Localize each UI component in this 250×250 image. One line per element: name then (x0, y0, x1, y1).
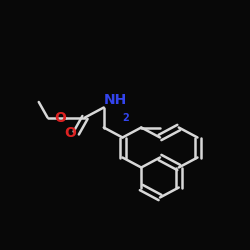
Text: O: O (54, 110, 66, 124)
Text: O: O (64, 126, 76, 140)
Text: NH: NH (104, 94, 127, 108)
Text: 2: 2 (122, 112, 129, 122)
